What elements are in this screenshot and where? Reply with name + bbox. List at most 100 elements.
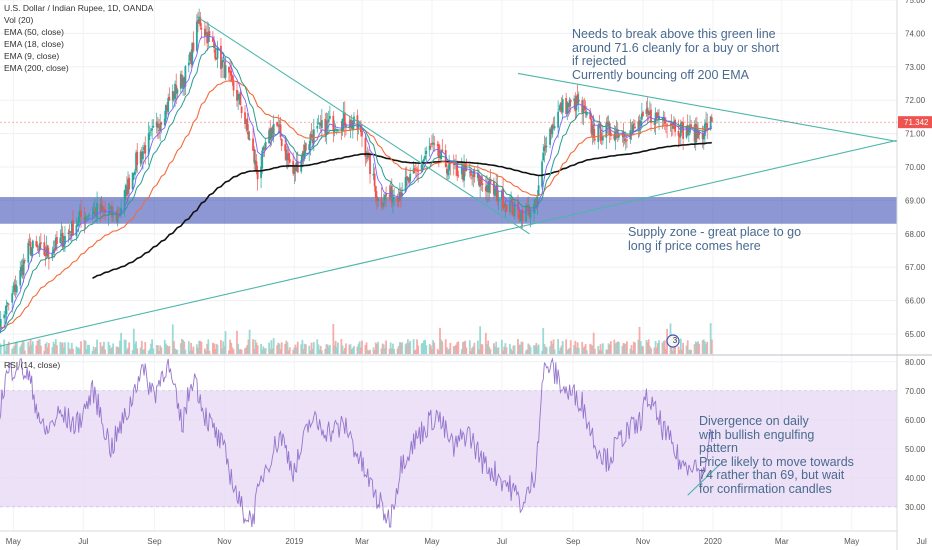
candle-body xyxy=(669,124,672,126)
volume-bar xyxy=(552,339,555,354)
volume-bar xyxy=(605,349,608,354)
candle-body xyxy=(503,206,506,208)
candle-body xyxy=(166,105,168,110)
volume-bar xyxy=(671,350,674,354)
x-tick-label: Mar xyxy=(355,537,369,546)
chart-legend: U.S. Dollar / Indian Rupee, 1D, OANDA Vo… xyxy=(4,2,153,74)
volume-bar xyxy=(31,341,34,354)
candle-body xyxy=(20,266,23,272)
candle-body xyxy=(83,216,86,222)
candle-body xyxy=(542,152,545,160)
legend-ema200[interactable]: EMA (200, close) xyxy=(4,63,69,73)
candle-body xyxy=(3,314,6,319)
candle-body xyxy=(76,224,79,227)
volume-bar xyxy=(397,345,400,354)
candle-body xyxy=(436,144,439,146)
candle-body xyxy=(215,58,218,60)
candle-body xyxy=(269,128,272,140)
candle-body xyxy=(624,141,627,143)
volume-bar xyxy=(380,348,383,354)
volume-bar xyxy=(278,343,281,354)
volume-bar xyxy=(120,332,123,354)
volume-bar xyxy=(239,349,242,354)
volume-bar xyxy=(519,344,522,354)
candle-body xyxy=(429,144,432,146)
volume-bar xyxy=(123,339,126,354)
green-line-note: Needs to break above this green line aro… xyxy=(572,27,779,82)
candle-body xyxy=(35,240,38,247)
rsi-tick-label: 80.00 xyxy=(905,358,926,367)
volume-bar xyxy=(503,346,506,354)
volume-bar xyxy=(238,349,241,354)
volume-bar xyxy=(302,349,305,354)
volume-bar xyxy=(75,346,78,354)
candle-body xyxy=(420,164,423,172)
candle-body xyxy=(373,173,376,187)
candle-body xyxy=(270,128,273,139)
volume-bar xyxy=(349,344,352,354)
note-line: 74 rather than 69, but wait xyxy=(699,468,845,482)
candle-body xyxy=(0,319,2,330)
volume-bar xyxy=(702,339,705,354)
candle-body xyxy=(132,173,135,175)
candle-body xyxy=(213,41,215,48)
volume-bar xyxy=(502,350,504,354)
candle-body xyxy=(400,191,402,197)
volume-bar xyxy=(504,343,507,354)
candle-body xyxy=(343,112,346,127)
volume-bar xyxy=(214,349,217,354)
volume-bar xyxy=(448,348,451,354)
candle-body xyxy=(710,117,713,123)
legend-ema18[interactable]: EMA (18, close) xyxy=(4,39,64,49)
x-tick-label: May xyxy=(844,537,859,546)
events-badge-circle[interactable] xyxy=(666,334,680,348)
volume-bar xyxy=(496,347,499,354)
candle-body xyxy=(445,168,448,174)
volume-bar xyxy=(108,345,111,354)
candle-body xyxy=(481,183,484,185)
legend-rsi[interactable]: RSI (14, close) xyxy=(4,360,61,370)
volume-bar xyxy=(682,342,685,354)
candle-body xyxy=(471,177,474,179)
rsi-tick-label: 60.00 xyxy=(905,416,926,425)
volume-bar xyxy=(296,341,299,354)
candle-body xyxy=(600,139,603,141)
candle-body xyxy=(100,205,103,212)
volume-bar xyxy=(53,343,56,354)
candle-body xyxy=(559,103,562,110)
x-tick-label: Sep xyxy=(147,537,162,546)
candle-body xyxy=(623,138,626,141)
trendline xyxy=(517,72,910,145)
legend-ema50[interactable]: EMA (50, close) xyxy=(4,27,64,37)
volume-bar xyxy=(701,340,704,354)
volume-bar xyxy=(272,338,275,354)
candle-body xyxy=(232,81,235,91)
legend-ema9[interactable]: EMA (9, close) xyxy=(4,51,60,61)
volume-bar xyxy=(195,344,198,354)
candle-body xyxy=(198,16,201,23)
candle-body xyxy=(29,242,32,255)
candle-body xyxy=(464,163,467,168)
x-tick-label: Jul xyxy=(917,537,927,546)
events-badge[interactable]: 3 xyxy=(666,334,680,348)
candle-body xyxy=(462,168,464,180)
candle-body xyxy=(706,123,709,131)
volume-bar xyxy=(43,350,46,354)
candle-body xyxy=(320,120,323,129)
candle-body xyxy=(332,115,335,132)
candle-body xyxy=(308,144,311,150)
volume-bar xyxy=(597,346,600,354)
candle-body xyxy=(287,153,290,160)
volume-bar xyxy=(421,342,424,354)
candle-body xyxy=(19,270,22,286)
volume-bar xyxy=(300,344,303,354)
candle-body xyxy=(327,119,330,122)
legend-vol[interactable]: Vol (20) xyxy=(4,15,34,25)
events-badge-count[interactable]: 3 xyxy=(673,336,678,345)
volume-bar xyxy=(320,350,323,354)
volume-bar xyxy=(356,346,359,354)
volume-bar xyxy=(437,350,440,354)
volume-bar xyxy=(460,349,463,354)
symbol-title[interactable]: U.S. Dollar / Indian Rupee, 1D, OANDA xyxy=(4,3,154,13)
